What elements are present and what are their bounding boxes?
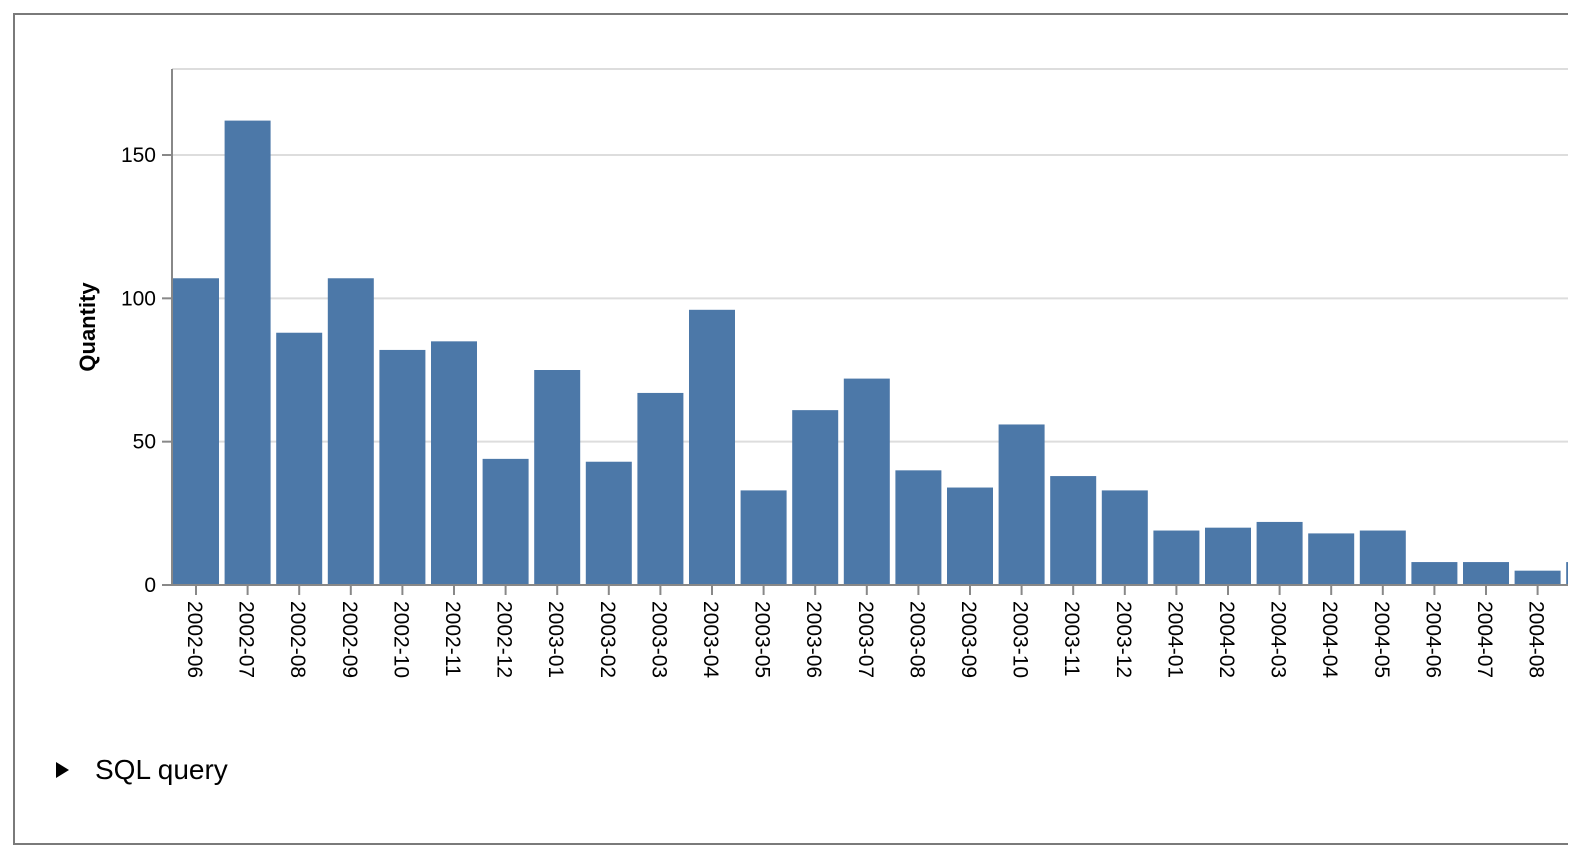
y-axis-title: Quantity: [75, 282, 100, 372]
bar: [998, 424, 1045, 585]
x-tick-label: 2004-08: [1525, 601, 1548, 678]
sql-query-label: SQL query: [95, 754, 228, 785]
x-tick-label: 2004-01: [1163, 601, 1186, 678]
x-tick-label: 2002-06: [183, 601, 206, 678]
triangle-right-icon: [56, 762, 69, 778]
x-tick-label: 2003-12: [1112, 601, 1135, 678]
y-axis: 0 50 100 150: [121, 69, 173, 597]
bar: [947, 487, 993, 585]
bar: [224, 120, 271, 585]
bar: [534, 370, 581, 585]
x-tick-label: 2004-03: [1267, 601, 1290, 678]
x-tick-label: 2004-05: [1370, 601, 1393, 678]
y-tick-label: 0: [144, 574, 156, 597]
right-edge-mask: [1568, 0, 1586, 866]
bar: [792, 410, 839, 585]
bar: [276, 332, 323, 585]
bar: [1153, 530, 1200, 585]
x-tick-label: 2003-06: [802, 601, 825, 678]
bars: [173, 120, 1586, 585]
x-tick-label: 2003-07: [854, 601, 877, 678]
bar: [1308, 533, 1355, 585]
bar: [1205, 527, 1251, 585]
bar: [1411, 562, 1458, 585]
x-tick-label: 2003-11: [1060, 601, 1083, 677]
bar: [1359, 530, 1406, 585]
x-tick-label: 2003-03: [647, 601, 670, 678]
bar: [1463, 562, 1509, 585]
x-tick-label: 2003-04: [699, 601, 722, 678]
bar: [379, 349, 426, 585]
x-axis: 2002-06 2002-07 2002-08 2002-09 2002-10 2002-…: [172, 584, 1586, 678]
bar: [327, 278, 374, 585]
bar: [585, 461, 632, 585]
x-tick-label: 2003-10: [1009, 601, 1032, 678]
x-tick-label: 2004-02: [1215, 601, 1238, 678]
x-tick-label: 2003-08: [905, 601, 928, 678]
bar: [482, 458, 529, 585]
x-tick-label: 2004-04: [1318, 601, 1341, 678]
bar: [740, 490, 787, 585]
x-tick-label: 2002-09: [338, 601, 361, 678]
bar: [1256, 521, 1303, 585]
x-tick-label: 2002-08: [286, 601, 309, 678]
x-tick-label: 2004-06: [1421, 601, 1444, 678]
x-tick-label: 2004-07: [1473, 601, 1496, 678]
bar: [1101, 490, 1148, 585]
x-tick-label: 2003-09: [957, 601, 980, 678]
bar: [843, 378, 890, 585]
x-tick-label: 2002-07: [235, 601, 258, 678]
bar: [895, 470, 942, 585]
bar: [1050, 476, 1097, 585]
bar: [173, 278, 219, 585]
y-tick-label: 100: [121, 287, 156, 310]
bar: [431, 341, 477, 585]
x-tick-label: 2002-12: [493, 601, 516, 678]
bar: [1514, 570, 1561, 585]
sql-query-toggle[interactable]: SQL query: [56, 754, 228, 786]
x-tick-label: 2002-10: [389, 601, 412, 678]
x-tick-label: 2003-01: [544, 601, 567, 678]
x-tick-label: 2003-02: [596, 601, 619, 678]
y-tick-label: 150: [121, 144, 156, 167]
bar: [637, 392, 684, 585]
bar: [689, 309, 735, 585]
x-tick-label: 2002-11: [441, 601, 464, 677]
y-tick-label: 50: [133, 431, 156, 454]
x-tick-label: 2003-05: [751, 601, 774, 678]
